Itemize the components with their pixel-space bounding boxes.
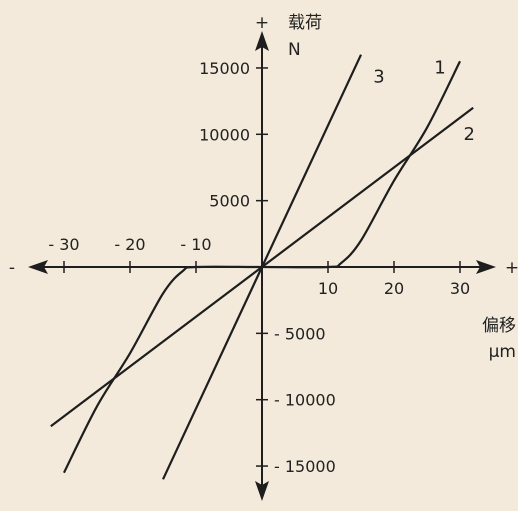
x-tick-label: - 10: [180, 235, 211, 254]
labels: + - + 载荷 N 偏移 μm - 30 - 20 - 10 10 20 30 15000 10000 50…: [9, 13, 518, 476]
x-axis-arrow-right: [476, 260, 496, 274]
curve-3: [162, 54, 362, 480]
y-axis-positive-sign: +: [255, 13, 269, 33]
x-axis-positive-sign: +: [505, 258, 518, 278]
curve-label-2: 2: [463, 124, 474, 145]
y-axis-arrow-down: [255, 481, 269, 501]
tick-marks: [63, 67, 461, 467]
y-tick-label: - 5000: [274, 324, 326, 343]
x-axis-unit: μm: [489, 342, 516, 362]
y-axis-arrow-up: [255, 31, 269, 51]
x-axis-arrow-left: [28, 260, 48, 274]
y-tick-label: 5000: [209, 192, 250, 211]
x-tick-label: 20: [384, 279, 404, 298]
x-tick-label: 10: [318, 279, 338, 298]
curve-label-1: 1: [434, 57, 445, 78]
curves: [50, 54, 474, 480]
y-tick-label: - 10000: [274, 391, 336, 410]
x-tick-label: - 20: [114, 235, 145, 254]
y-tick-label: 10000: [199, 125, 250, 144]
y-tick-label: 15000: [199, 59, 250, 78]
y-tick-label: - 15000: [274, 457, 336, 476]
x-axis-negative-sign: -: [9, 258, 15, 278]
y-axis-label: 载荷: [288, 13, 322, 33]
x-tick-label: 30: [450, 279, 470, 298]
y-axis-unit: N: [288, 40, 301, 60]
x-tick-label: - 30: [48, 235, 79, 254]
curve-label-3: 3: [373, 67, 384, 88]
x-axis-label: 偏移: [482, 316, 516, 336]
